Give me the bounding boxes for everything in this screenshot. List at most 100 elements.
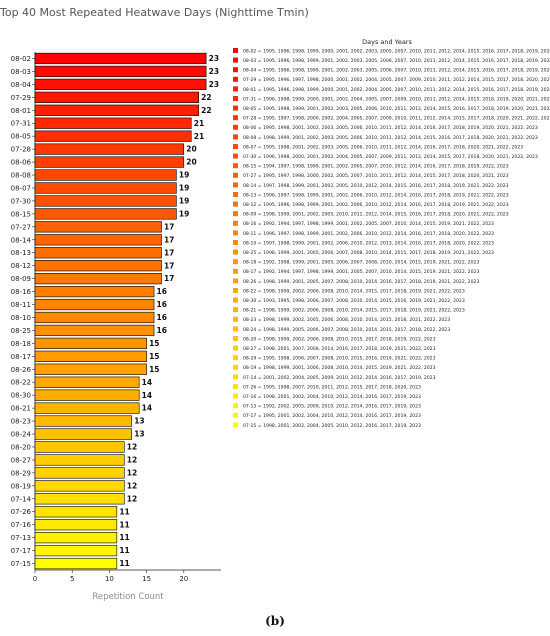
legend-entry: 08-17 = 1992, 1994, 1997, 1998, 1999, 20… (243, 269, 479, 275)
bar-08-21 (34, 402, 140, 414)
legend-swatch (233, 201, 238, 207)
legend-entry: 08-03 = 1995, 1996, 1998, 1999, 2001, 20… (243, 58, 550, 64)
bar-value-label: 14 (142, 378, 152, 387)
legend-swatch (233, 259, 238, 265)
bar-value-label: 13 (134, 430, 144, 439)
y-tick-label: 07-29 (11, 94, 31, 102)
y-tick-label: 08-13 (11, 249, 31, 257)
legend-entry: 07-27 = 1995, 1997, 1998, 2000, 2002, 20… (243, 173, 509, 179)
legend-swatch (233, 86, 238, 92)
y-tick-label: 08-04 (11, 81, 32, 89)
bar-value-label: 22 (201, 93, 211, 102)
y-tick-label: 08-29 (11, 469, 31, 477)
legend-entry: 08-22 = 1998, 1999, 2002, 2006, 2008, 20… (243, 288, 465, 294)
bar-value-label: 11 (119, 533, 129, 542)
y-tick-label: 08-24 (11, 431, 32, 439)
y-tick-label: 08-01 (11, 107, 31, 115)
y-tick-label: 08-05 (11, 133, 31, 141)
legend-swatch (233, 163, 238, 169)
legend-swatch (233, 182, 238, 188)
bar-value-label: 17 (164, 222, 174, 231)
y-tick-label: 08-07 (11, 184, 31, 192)
bar-08-18 (34, 337, 147, 349)
legend-entry: 07-13 = 1992, 2002, 2005, 2009, 2010, 20… (243, 404, 421, 410)
legend-swatch (233, 403, 238, 409)
x-tick-label: 0 (33, 575, 37, 583)
bar-07-15 (34, 557, 118, 570)
y-tick-label: 08-03 (11, 68, 31, 76)
y-tick-label: 08-16 (11, 288, 32, 296)
y-tick-label: 07-14 (11, 495, 32, 503)
y-tick-label: 08-17 (11, 353, 31, 361)
legend-swatch (233, 364, 238, 370)
legend-entry: 07-15 = 1998, 2001, 2002, 2004, 2005, 20… (243, 423, 421, 429)
bar-07-27 (34, 221, 162, 233)
bar-07-14 (34, 493, 125, 505)
legend-swatch (233, 288, 238, 293)
bar-value-label: 21 (194, 132, 204, 141)
legend-entry: 08-09 = 1998, 1999, 2001, 2002, 2005, 20… (243, 212, 509, 218)
bar-07-30 (34, 195, 177, 207)
bar-value-label: 14 (142, 391, 152, 400)
bar-value-label: 11 (119, 546, 129, 555)
bar-value-label: 19 (179, 184, 189, 193)
bar-07-28 (34, 143, 185, 155)
bar-value-label: 11 (119, 507, 129, 516)
bar-value-label: 11 (119, 559, 129, 568)
y-tick-label: 08-23 (11, 418, 31, 426)
legend-swatch (233, 345, 238, 351)
legend-entry: 08-05 = 1995, 1998, 1999, 2001, 2002, 20… (243, 106, 550, 112)
legend-swatch (233, 412, 238, 418)
legend-entry: 08-07 = 1995, 1998, 2001, 2002, 2003, 20… (243, 144, 523, 150)
bar-08-03 (34, 65, 207, 78)
legend-swatch (233, 67, 238, 73)
x-axis-label: Repetition Count (92, 592, 164, 602)
y-tick-label: 08-15 (11, 210, 31, 218)
bar-08-14 (34, 234, 162, 246)
legend-entry: 08-02 = 1995, 1996, 1998, 1999, 2000, 20… (243, 48, 550, 54)
bar-value-label: 12 (127, 468, 137, 477)
bar-08-30 (34, 389, 140, 401)
bar-08-06 (34, 156, 185, 168)
bar-value-label: 14 (142, 404, 152, 413)
y-tick-label: 08-26 (11, 366, 32, 374)
bar-07-13 (34, 532, 118, 544)
legend-entry: 07-31 = 1996, 1998, 1999, 2000, 2001, 20… (243, 96, 550, 102)
legend-swatch (233, 105, 238, 111)
bar-08-16 (34, 285, 155, 298)
y-tick-label: 08-27 (11, 456, 31, 464)
legend-entry: 07-17 = 1995, 2001, 2002, 2004, 2010, 20… (243, 413, 421, 419)
y-tick-label: 07-31 (11, 120, 31, 128)
legend-swatch (233, 57, 238, 63)
legend-entry: 08-14 = 1997, 1998, 1999, 2001, 2002, 20… (243, 183, 509, 189)
legend-entry: 08-27 = 1998, 2001, 2007, 2008, 2014, 20… (243, 346, 436, 352)
bar-value-label: 17 (164, 235, 174, 244)
legend-entry: 08-24 = 1998, 1999, 2005, 2006, 2007, 20… (243, 327, 450, 333)
legend-swatch (233, 115, 238, 121)
y-tick-label: 07-30 (11, 197, 31, 205)
bar-08-04 (34, 78, 207, 90)
bar-08-23 (34, 415, 133, 427)
legend-entry: 08-08 = 1998, 1999, 2001, 2002, 2003, 20… (243, 135, 538, 141)
y-tick-label: 07-27 (11, 223, 31, 231)
legend-swatch (233, 355, 238, 361)
bar-value-label: 16 (157, 287, 167, 296)
bar-07-26 (34, 506, 118, 518)
x-tick-label: 5 (70, 575, 74, 583)
legend-swatch (233, 172, 238, 178)
y-tick-label: 07-16 (11, 521, 32, 529)
legend-swatch (233, 230, 238, 236)
x-tick-label: 20 (179, 575, 188, 583)
bar-value-label: 12 (127, 494, 137, 503)
legend-swatch (233, 384, 238, 389)
y-tick-label: 08-11 (11, 301, 31, 309)
y-tick-label: 08-06 (11, 159, 32, 167)
legend-entry: 08-16 = 1992, 1994, 1997, 1998, 1999, 20… (243, 221, 494, 227)
y-tick-label: 08-22 (11, 379, 31, 387)
bar-value-label: 20 (186, 158, 196, 167)
bar-08-05 (34, 130, 192, 142)
bar-value-label: 11 (119, 520, 129, 529)
bar-08-13 (34, 247, 162, 259)
bar-value-label: 15 (149, 339, 159, 348)
